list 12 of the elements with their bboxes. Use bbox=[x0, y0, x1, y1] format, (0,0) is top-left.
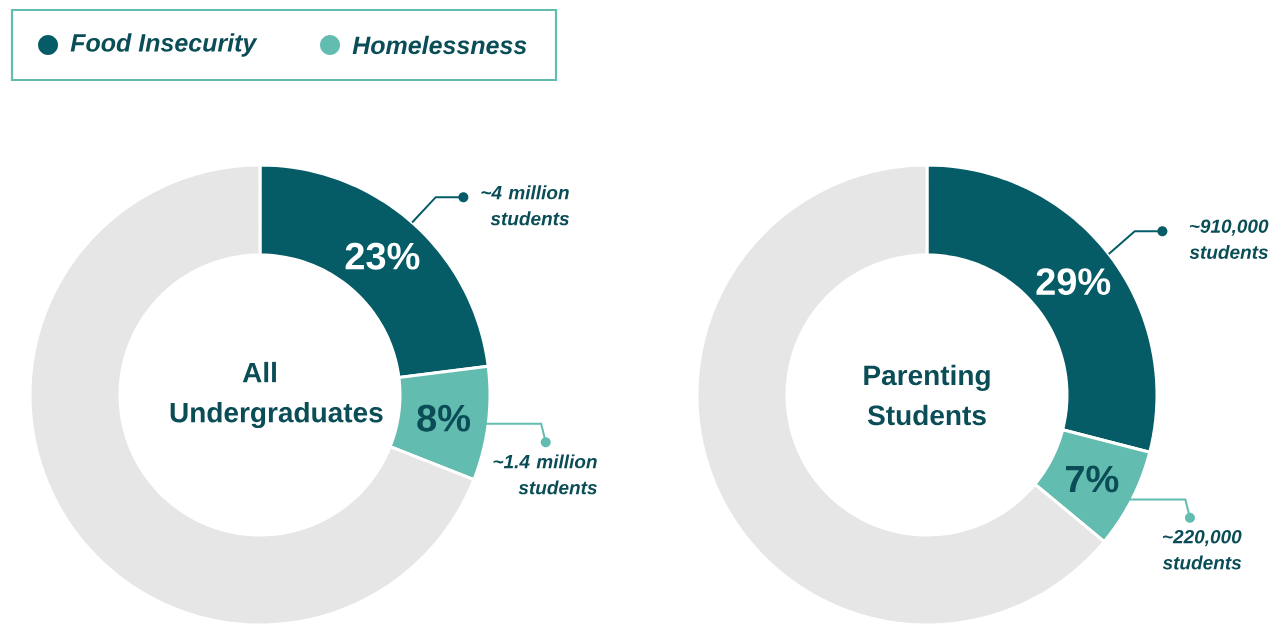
legend-label: Homelessness bbox=[352, 35, 527, 55]
text: Parenting Students bbox=[864, 364, 990, 426]
data-label: 7% bbox=[1066, 465, 1119, 493]
text: All Undergraduates bbox=[170, 361, 383, 429]
data-label: 29% bbox=[1036, 268, 1111, 296]
text: ~4 million students bbox=[481, 185, 569, 226]
text: ~1.4 million students bbox=[493, 454, 597, 495]
text: ~910,000 students bbox=[1189, 219, 1269, 259]
text: ~220,000 students bbox=[1162, 530, 1242, 570]
legend-label: Food Insecurity bbox=[70, 33, 258, 57]
data-label: 8% bbox=[417, 404, 471, 432]
data-label: 23% bbox=[345, 242, 420, 270]
